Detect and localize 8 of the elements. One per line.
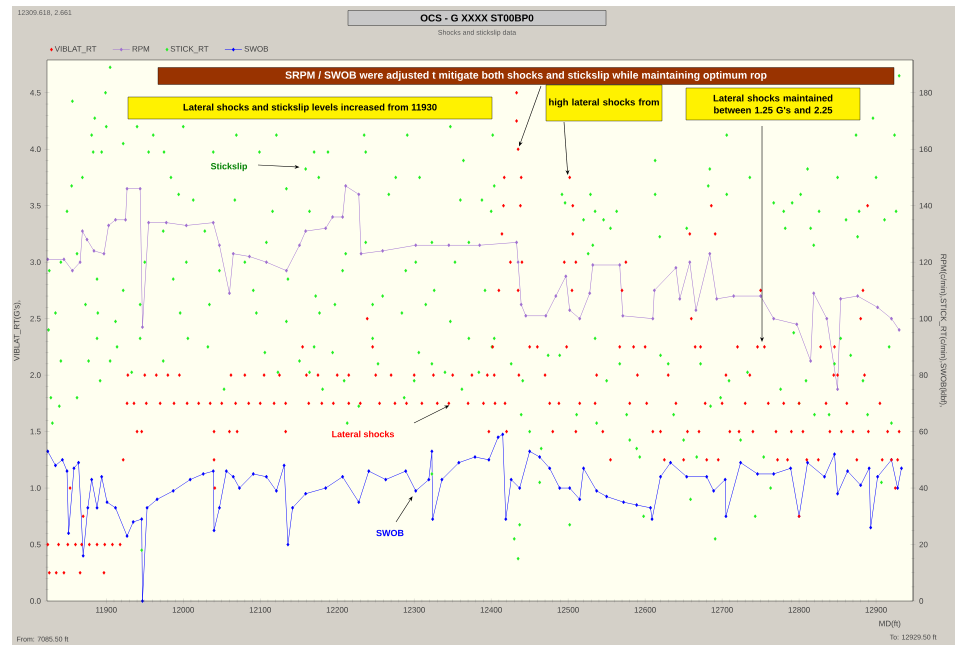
annotation: SWOB xyxy=(376,530,404,536)
annotation: Lateral shocks and stickslip levels increased from 11930 xyxy=(184,104,437,112)
annotation: SRPM / SWOB were adjusted t mitigate both shocks and stickslip while maintaining optimum rop xyxy=(285,71,766,81)
annotation: high lateral shocks from xyxy=(549,98,659,108)
annotation: Lateral shocks maintained between 1.25 G's and 2.25 xyxy=(714,94,832,114)
chart-title: OCS - G XXXX ST00BP0 xyxy=(420,14,534,22)
annotation: Lateral shocks xyxy=(332,430,394,438)
annotation: Stickslip xyxy=(210,162,248,172)
